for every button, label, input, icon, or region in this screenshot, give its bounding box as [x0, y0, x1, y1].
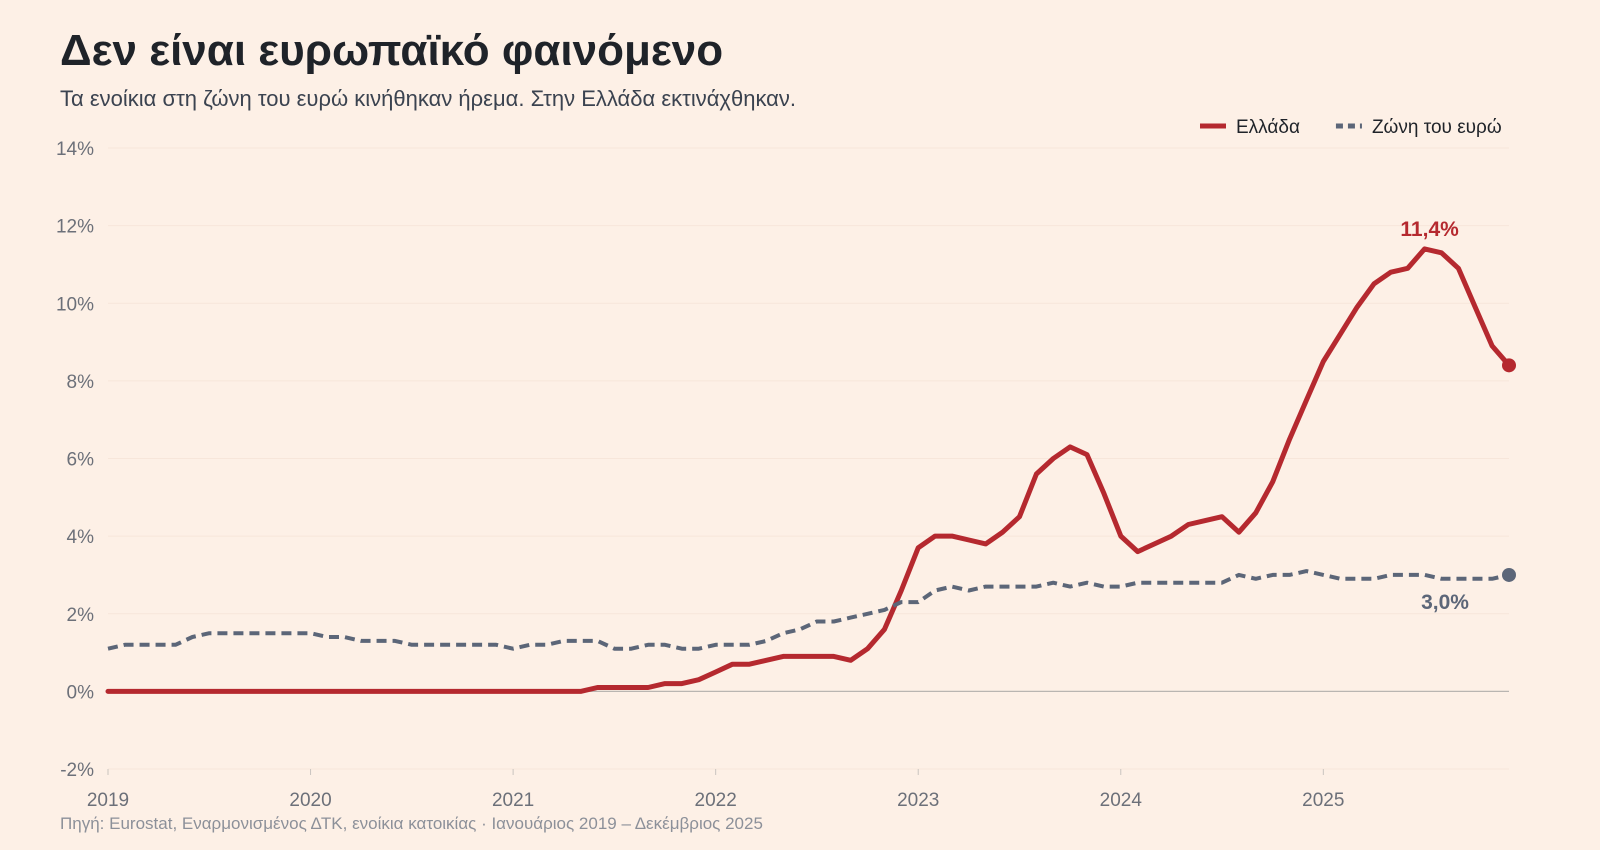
peak-value-label: 11,4% — [1400, 218, 1459, 241]
x-tick-label: 2025 — [1302, 790, 1344, 811]
y-axis: 14% 12% 10% 8% 6% 4% 2% 0% -2% — [56, 139, 94, 781]
chart-title: Δεν είναι ευρωπαϊκό φαινόμενο — [60, 26, 724, 75]
y-tick-label: 6% — [67, 450, 95, 471]
y-tick-label: 2% — [67, 605, 95, 626]
series-lines — [105, 246, 1516, 694]
source-note: Πηγή: Eurostat, Εναρμονισμένος ΔΤΚ, ενοί… — [60, 814, 763, 833]
x-tick-label: 2019 — [87, 790, 129, 811]
y-tick-label: 4% — [67, 527, 95, 548]
y-tick-label: 14% — [56, 139, 94, 160]
y-tick-label: 12% — [56, 217, 94, 238]
y-tick-label: 8% — [67, 372, 95, 393]
x-axis: 2019 2020 2021 2022 2023 2024 2025 — [87, 769, 1344, 811]
chart-subtitle: Τα ενοίκια στη ζώνη του ευρώ κινήθηκαν ή… — [60, 86, 797, 111]
x-tick-label: 2021 — [492, 790, 534, 811]
x-tick-label: 2022 — [695, 790, 737, 811]
y-tick-label: -2% — [60, 760, 94, 781]
series-line-1 — [105, 246, 1512, 694]
data-labels: 11,4% 3,0% — [1400, 218, 1469, 614]
x-tick-label: 2024 — [1100, 790, 1143, 811]
legend: Ελλάδα Ζώνη του ευρώ — [1200, 117, 1502, 138]
end-value-label: 3,0% — [1421, 591, 1469, 614]
x-tick-label: 2020 — [289, 790, 331, 811]
x-tick-label: 2023 — [897, 790, 939, 811]
y-tick-label: 0% — [67, 682, 95, 703]
series-end-dot-1 — [1502, 358, 1516, 373]
gridlines — [108, 147, 1509, 770]
legend-label-2: Ζώνη του ευρώ — [1372, 117, 1502, 138]
series-line-2 — [107, 569, 1510, 651]
series-end-dot-2 — [1502, 567, 1516, 582]
y-tick-label: 10% — [56, 294, 94, 315]
legend-label-1: Ελλάδα — [1236, 117, 1300, 138]
